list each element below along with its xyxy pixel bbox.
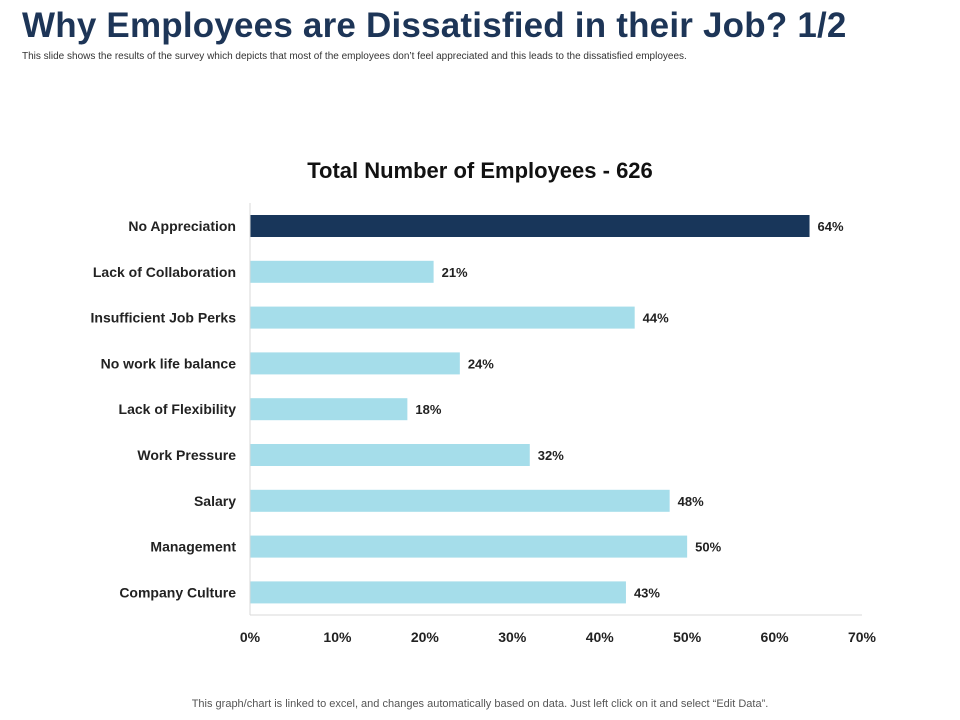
- category-label: Lack of Collaboration: [93, 264, 236, 280]
- value-label: 44%: [643, 311, 669, 326]
- bar-8[interactable]: [250, 535, 688, 558]
- x-tick-label: 20%: [411, 629, 440, 645]
- footer-note: This graph/chart is linked to excel, and…: [191, 698, 769, 710]
- x-tick-label: 30%: [498, 629, 527, 645]
- bars-layer: No Appreciation 64% Lack of Collaboration 2…: [91, 215, 844, 604]
- category-label: Work Pressure: [137, 447, 236, 463]
- slide-title: Why Employees are Dissatisfied in their …: [22, 6, 847, 45]
- category-label: Management: [150, 539, 236, 555]
- bar-3[interactable]: [250, 306, 635, 329]
- category-label: Company Culture: [119, 584, 236, 600]
- bar-9[interactable]: [250, 581, 626, 604]
- x-axis: 0% 10% 20% 30% 40% 50% 60% 70%: [240, 203, 877, 645]
- bar-4[interactable]: [250, 352, 460, 375]
- value-label: 32%: [538, 448, 564, 463]
- category-label: Salary: [194, 493, 236, 509]
- chart-title: Total Number of Employees - 626: [307, 158, 653, 183]
- x-tick-label: 40%: [586, 629, 615, 645]
- category-label: Insufficient Job Perks: [91, 310, 237, 326]
- x-tick-label: 70%: [848, 629, 877, 645]
- x-tick-label: 10%: [323, 629, 352, 645]
- value-label: 43%: [634, 585, 660, 600]
- bar-2[interactable]: [250, 260, 434, 283]
- x-tick-label: 60%: [761, 629, 790, 645]
- value-label: 50%: [695, 540, 721, 555]
- bar-7[interactable]: [250, 489, 670, 512]
- x-tick-label: 0%: [240, 629, 261, 645]
- category-label: Lack of Flexibility: [119, 401, 237, 417]
- x-tick-label: 50%: [673, 629, 702, 645]
- bar-6[interactable]: [250, 444, 530, 466]
- value-label: 18%: [415, 402, 441, 417]
- value-label: 21%: [442, 265, 468, 280]
- category-label: No Appreciation: [128, 218, 236, 234]
- value-label: 24%: [468, 356, 494, 371]
- category-label: No work life balance: [101, 355, 237, 371]
- bar-1[interactable]: [250, 215, 810, 237]
- value-label: 64%: [818, 219, 844, 234]
- bar-5[interactable]: [250, 398, 408, 421]
- value-label: 48%: [678, 494, 704, 509]
- slide-subtitle: This slide shows the results of the surv…: [22, 51, 687, 62]
